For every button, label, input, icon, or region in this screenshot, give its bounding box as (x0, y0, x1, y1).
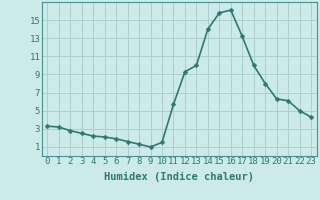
X-axis label: Humidex (Indice chaleur): Humidex (Indice chaleur) (104, 172, 254, 182)
